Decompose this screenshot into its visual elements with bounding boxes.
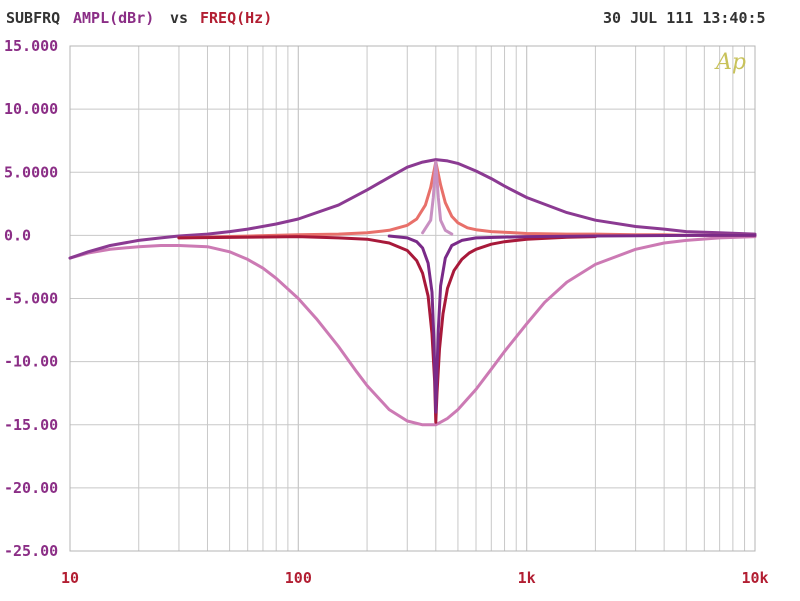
- grid: [69, 45, 756, 552]
- header-prefix: SUBFRQ: [6, 9, 61, 27]
- y-tick-label: 10.000: [4, 100, 58, 118]
- header-y-quantity: AMPL(dBr): [73, 9, 155, 27]
- y-tick-label: 15.000: [4, 37, 58, 55]
- series-line-6: [387, 233, 757, 414]
- series-line-1: [68, 235, 757, 427]
- header-vs: vs: [170, 9, 189, 27]
- x-tick-label: 1k: [518, 569, 536, 587]
- audio-precision-logo: Ap: [716, 50, 746, 75]
- y-tick-label: 5.0000: [4, 163, 58, 181]
- y-tick-label: -10.00: [4, 353, 58, 371]
- x-tick-labels: 10 100 1k 10k: [61, 569, 769, 587]
- x-tick-label: 10k: [741, 569, 768, 587]
- y-tick-labels: 15.000 10.000 5.0000 0.0 -5.000 -10.00 -15.00 -…: [4, 37, 58, 560]
- header-date: 30 JUL 111 13:40:5: [603, 9, 766, 27]
- series-line-5: [177, 235, 597, 424]
- series-group: [68, 158, 757, 427]
- y-tick-label: -20.00: [4, 479, 58, 497]
- series-line-4: [421, 160, 454, 236]
- header-x-quantity: FREQ(Hz): [200, 9, 273, 27]
- x-tick-label: 100: [285, 569, 312, 587]
- series-line-2: [68, 158, 757, 260]
- x-tick-label: 10: [61, 569, 79, 587]
- y-tick-label: -5.000: [4, 290, 58, 308]
- y-tick-label: 0.0: [4, 226, 31, 244]
- y-tick-label: -15.00: [4, 416, 58, 434]
- plot-frame: [69, 45, 756, 552]
- chart-header: SUBFRQ AMPL(dBr) vs FREQ(Hz) 30 JUL 111 …: [0, 0, 800, 34]
- y-tick-label: -25.00: [4, 542, 58, 560]
